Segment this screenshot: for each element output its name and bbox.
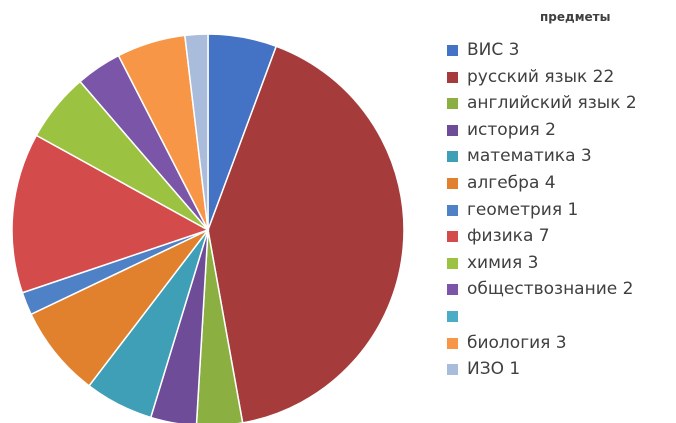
- pie-chart: [11, 33, 405, 423]
- legend-label: ИЗО 1: [467, 359, 521, 380]
- legend-label: физика 7: [467, 226, 550, 247]
- legend-label: английский язык 2: [467, 93, 637, 114]
- legend-swatch: [447, 98, 458, 110]
- legend-label: химия 3: [467, 252, 539, 273]
- legend-label: история 2: [467, 119, 556, 140]
- pie-slice: [183, 33, 209, 231]
- pie-slice: [207, 45, 405, 423]
- legend-label: русский язык 22: [467, 66, 615, 87]
- legend-swatch: [447, 71, 458, 83]
- legend-swatch: [447, 310, 458, 322]
- legend-swatch: [447, 231, 458, 243]
- legend-swatch: [447, 151, 458, 163]
- legend-swatch: [447, 204, 458, 216]
- legend-label: ВИС 3: [467, 40, 520, 60]
- pie-slices: [11, 33, 405, 423]
- legend-swatch: [447, 364, 458, 376]
- legend-swatch: [447, 257, 458, 269]
- legend-swatch: [447, 177, 458, 189]
- legend-title: предметы: [540, 10, 611, 24]
- legend-swatch: [447, 284, 458, 296]
- legend-label: математика 3: [467, 146, 592, 167]
- legend-swatch: [447, 124, 458, 136]
- legend-label: обществознание 2: [467, 279, 634, 300]
- legend-label: биология 3: [467, 332, 567, 353]
- legend-swatch: [447, 45, 458, 56]
- pie-slice: [11, 134, 210, 294]
- legend-label: алгебра 4: [467, 172, 556, 193]
- legend-label: геометрия 1: [467, 199, 579, 220]
- legend-swatch: [447, 337, 458, 349]
